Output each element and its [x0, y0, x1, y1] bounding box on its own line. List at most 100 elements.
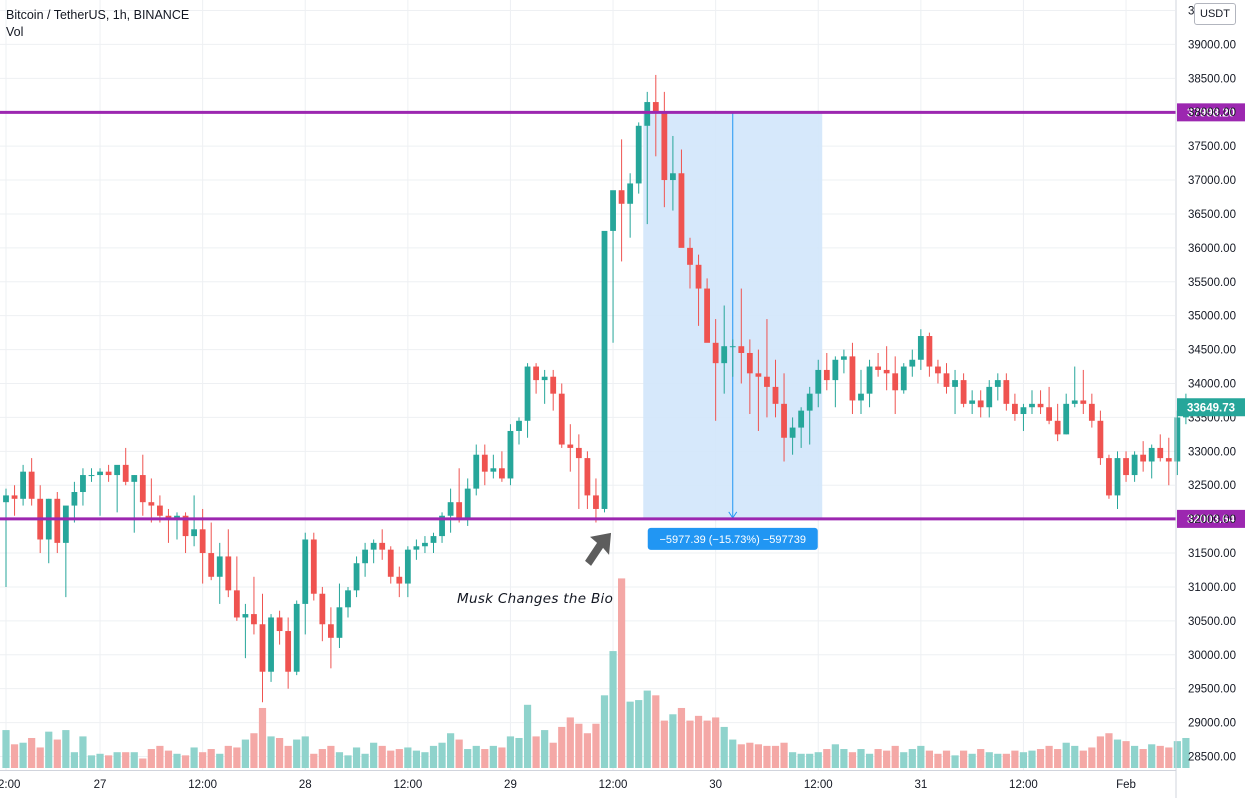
volume-bar — [737, 744, 745, 768]
x-tick-label: 12:00 — [188, 779, 217, 791]
candle — [866, 359, 873, 408]
candle-body — [268, 617, 274, 672]
volume-bar — [746, 742, 754, 768]
candle — [404, 546, 411, 598]
volume-bar — [464, 749, 472, 768]
candle — [473, 444, 480, 496]
volume-bar — [1105, 733, 1113, 768]
volume-bar — [62, 730, 70, 768]
candle — [858, 369, 864, 415]
candle-body — [11, 495, 18, 499]
candle — [336, 583, 343, 648]
y-tick-label: 28500.00 — [1188, 752, 1236, 764]
candle — [635, 122, 642, 194]
candle — [738, 288, 745, 384]
volume-bar — [660, 720, 668, 768]
candle-body — [191, 529, 197, 537]
volume-bar — [173, 753, 181, 768]
candle-body — [969, 400, 976, 404]
volume-bar — [267, 736, 275, 768]
volume-bar — [207, 749, 215, 768]
resistance-price-tag — [1177, 103, 1245, 122]
candle — [345, 586, 351, 618]
candle-body — [695, 264, 702, 289]
candle-body — [293, 603, 300, 672]
candle-body — [1029, 403, 1035, 408]
volume-bar — [472, 745, 480, 768]
y-tick-label: 32000.00 — [1188, 514, 1236, 526]
candle — [1157, 434, 1164, 462]
candle — [233, 556, 240, 621]
candle-body — [97, 471, 103, 476]
candle-body — [345, 590, 351, 608]
candle-body — [601, 230, 608, 509]
volume-bar — [600, 695, 609, 768]
volume-bar — [113, 752, 121, 768]
volume-bar — [917, 745, 925, 768]
volume-bar — [96, 753, 104, 768]
volume-bar — [79, 736, 87, 768]
candle-body — [567, 444, 574, 448]
candle-body — [687, 247, 693, 265]
candle-body — [302, 539, 309, 604]
candle-body — [20, 471, 26, 499]
candle-body — [781, 403, 787, 438]
candle — [105, 464, 112, 482]
y-tick-label: 35000.00 — [1188, 311, 1236, 323]
y-tick-label: 37000.00 — [1188, 175, 1236, 187]
volume-bar — [156, 745, 164, 768]
volume-bar — [814, 752, 822, 768]
volume-bar — [763, 745, 771, 768]
candle — [379, 529, 386, 560]
candle-body — [926, 336, 933, 367]
candle — [387, 546, 394, 584]
x-tick-label: Feb — [1116, 779, 1136, 791]
currency-badge[interactable]: USDT — [1194, 3, 1236, 25]
candle — [841, 349, 847, 374]
candle-body — [558, 393, 565, 445]
candle — [199, 508, 206, 584]
volume-bar — [754, 744, 762, 768]
candle — [456, 468, 463, 523]
candle — [1003, 373, 1010, 411]
volume-bar — [310, 753, 318, 768]
candle-body — [1063, 403, 1070, 435]
candle-body — [943, 373, 950, 387]
candle — [567, 424, 574, 472]
volume-bar — [592, 723, 600, 768]
candle-body — [815, 369, 822, 394]
volume-bar — [1131, 745, 1139, 768]
volume-bar — [891, 745, 899, 768]
volume-bar — [977, 749, 985, 768]
x-tick-label: 12:00 — [1009, 779, 1038, 791]
candle-body — [233, 590, 240, 618]
candle — [704, 278, 710, 343]
volume-bar — [352, 747, 361, 768]
candle — [148, 478, 155, 523]
volume-bar — [1062, 742, 1070, 768]
candle-body — [1046, 407, 1052, 421]
candle — [1114, 451, 1121, 509]
volume-bar — [378, 745, 386, 768]
candle — [3, 488, 9, 587]
volume-bar — [652, 695, 660, 768]
candle-body — [182, 515, 189, 537]
candle — [225, 529, 232, 598]
volume-bar — [942, 750, 951, 768]
volume-bar — [1113, 739, 1122, 768]
candle-body — [712, 342, 719, 364]
candle — [541, 369, 548, 404]
y-tick-label: 36000.00 — [1188, 243, 1236, 255]
horizontal-levels[interactable]: 37998.20 32003.64 — [0, 103, 1245, 528]
candle — [781, 373, 787, 462]
candle-body — [635, 125, 642, 184]
candle-body — [832, 359, 839, 381]
volume-bar — [335, 752, 344, 768]
volume-bar — [1096, 736, 1104, 768]
candle-body — [952, 380, 958, 387]
candle-body — [738, 346, 745, 353]
candle — [986, 380, 993, 418]
candle — [618, 139, 625, 262]
